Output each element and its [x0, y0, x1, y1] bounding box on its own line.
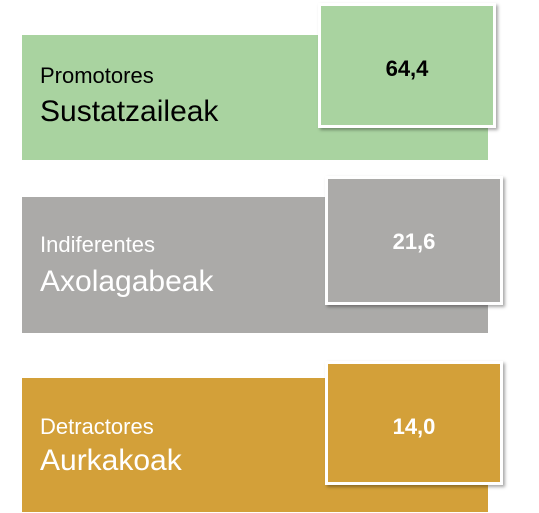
value-box: 21,6	[325, 176, 503, 305]
value: 64,4	[385, 56, 429, 81]
value: 14,0	[392, 414, 436, 439]
label-eu: Axolagabeak	[40, 265, 214, 298]
value-box: 14,0	[325, 361, 503, 485]
label-eu: Sustatzaileak	[40, 95, 219, 128]
label-es: Promotores	[40, 63, 154, 88]
value: 21,6	[392, 229, 436, 254]
value-box: 64,4	[318, 3, 496, 128]
label-es: Indiferentes	[40, 232, 155, 257]
label-eu: Aurkakoak	[40, 444, 182, 477]
label-es: Detractores	[40, 414, 154, 439]
